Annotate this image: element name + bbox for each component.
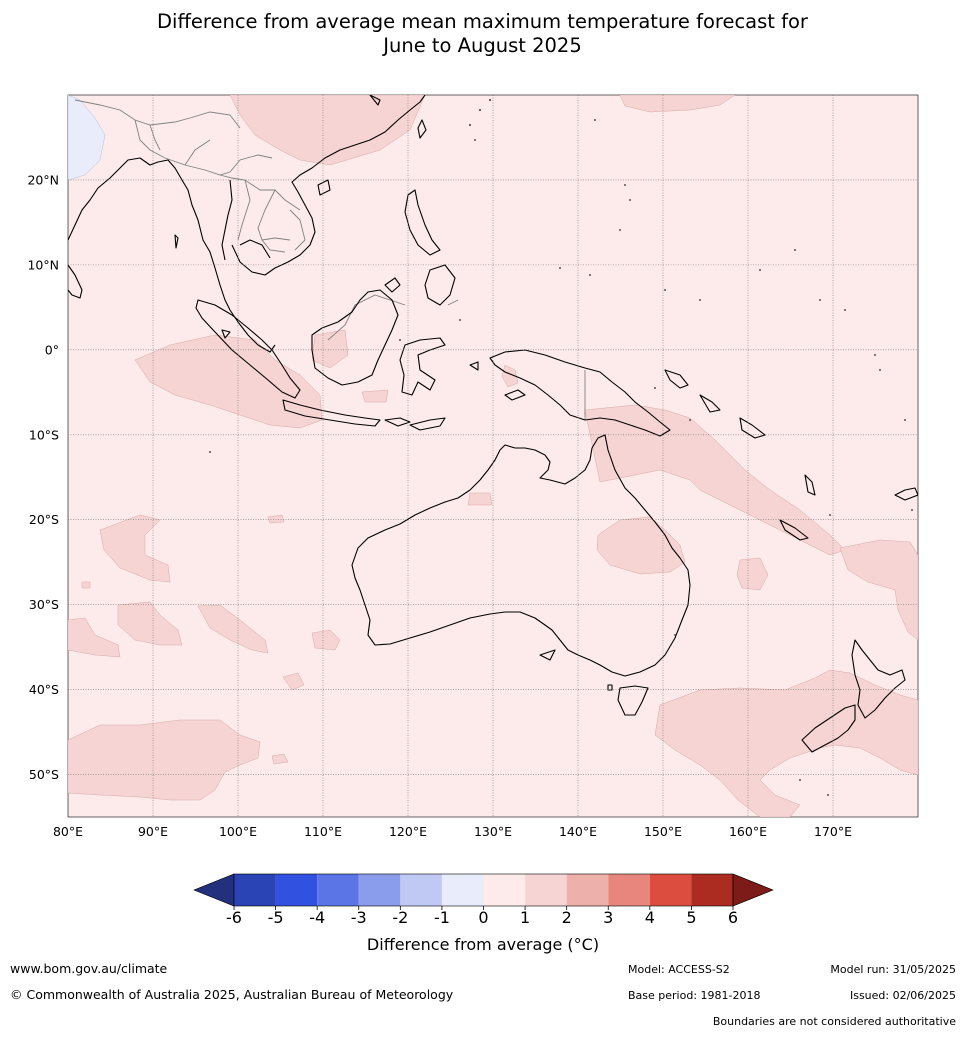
new-zealand-south-island bbox=[801, 704, 856, 753]
colorbar-high-extension bbox=[732, 873, 774, 907]
title-line-1: Difference from average mean maximum tem… bbox=[157, 10, 808, 33]
lat-tick-label-3: 10°S bbox=[29, 427, 59, 442]
longitude-axis: 80°E 90°E 100°E 110°E 120°E 130°E 140°E 150°E 16… bbox=[53, 824, 852, 839]
lat-tick-label-2: 0° bbox=[45, 342, 59, 357]
latitude-axis: 20°N 10°N 0° 10°S 20°S 30°S 40°S 50°S bbox=[27, 172, 59, 782]
colorbar-swatch-0 bbox=[234, 874, 276, 906]
small-islands bbox=[209, 98, 913, 796]
colorbar-swatch-8 bbox=[566, 874, 609, 906]
colorbar-tick-label-1: -5 bbox=[268, 908, 284, 927]
map-title: Difference from average mean maximum tem… bbox=[0, 10, 965, 58]
colorbar-swatch-10 bbox=[649, 874, 692, 906]
issued-date: Issued: 02/06/2025 bbox=[849, 989, 956, 1002]
colorbar-tick-label-4: -2 bbox=[392, 908, 408, 927]
anomaly-region-neg1-to-0 bbox=[68, 95, 106, 181]
lat-tick-label-1: 10°N bbox=[27, 257, 59, 272]
colorbar-swatch-4 bbox=[400, 874, 442, 906]
lon-tick-label-1: 90°E bbox=[138, 824, 168, 839]
lon-tick-label-8: 160°E bbox=[729, 824, 767, 839]
colorbar-swatch-5 bbox=[441, 874, 484, 906]
colorbar-swatch-7 bbox=[525, 874, 567, 906]
lon-tick-label-7: 150°E bbox=[644, 824, 682, 839]
lon-tick-label-4: 120°E bbox=[389, 824, 427, 839]
coastlines bbox=[68, 95, 918, 753]
colorbar-tick-label-12: 6 bbox=[728, 908, 738, 927]
colorbar-swatch-3 bbox=[358, 874, 401, 906]
base-period: Base period: 1981-2018 bbox=[628, 989, 761, 1002]
colorbar-label: Difference from average (°C) bbox=[367, 935, 599, 954]
colorbar-tick-label-10: 4 bbox=[645, 908, 655, 927]
model-run-date: Model run: 31/05/2025 bbox=[830, 963, 956, 976]
colorbar-tick-label-0: -6 bbox=[226, 908, 242, 927]
lat-tick-label-4: 20°S bbox=[29, 512, 59, 527]
lat-tick-label-0: 20°N bbox=[27, 172, 59, 187]
colorbar-tick-label-5: -1 bbox=[434, 908, 450, 927]
lat-tick-label-7: 50°S bbox=[29, 767, 59, 782]
colorbar-tick-label-9: 3 bbox=[603, 908, 613, 927]
colorbar: -6 -5 -4 -3 -2 -1 0 1 2 3 4 5 6 bbox=[193, 873, 774, 927]
colorbar-swatch-2 bbox=[317, 874, 359, 906]
colorbar-tick-label-3: -3 bbox=[351, 908, 367, 927]
copyright-text: © Commonwealth of Australia 2025, Austra… bbox=[10, 987, 454, 1002]
lat-tick-label-5: 30°S bbox=[29, 597, 59, 612]
colorbar-tick-label-2: -4 bbox=[309, 908, 325, 927]
colorbar-swatch-6 bbox=[483, 874, 526, 906]
colorbar-swatch-1 bbox=[275, 874, 318, 906]
anomaly-regions-1-to-2 bbox=[68, 95, 918, 817]
title-line-2: June to August 2025 bbox=[383, 34, 582, 57]
colorbar-low-extension bbox=[193, 873, 235, 907]
lon-tick-label-0: 80°E bbox=[53, 824, 83, 839]
colorbar-tick-label-6: 0 bbox=[478, 908, 488, 927]
lon-tick-label-5: 130°E bbox=[474, 824, 512, 839]
colorbar-tick-label-11: 5 bbox=[686, 908, 696, 927]
lat-tick-label-6: 40°S bbox=[29, 682, 59, 697]
lon-tick-label-3: 110°E bbox=[304, 824, 342, 839]
lon-tick-label-6: 140°E bbox=[559, 824, 597, 839]
colorbar-tick-label-8: 2 bbox=[562, 908, 572, 927]
australia-coast bbox=[351, 434, 691, 677]
colorbar-swatch-9 bbox=[608, 874, 650, 906]
lon-tick-label-9: 170°E bbox=[814, 824, 852, 839]
colorbar-tick-label-7: 1 bbox=[520, 908, 530, 927]
new-zealand-north-island bbox=[851, 639, 906, 719]
graticule-lines bbox=[68, 95, 918, 817]
lon-tick-label-2: 100°E bbox=[219, 824, 257, 839]
colorbar-swatch-11 bbox=[691, 874, 733, 906]
model-name: Model: ACCESS-S2 bbox=[628, 963, 730, 976]
website-link[interactable]: www.bom.gov.au/climate bbox=[10, 961, 168, 976]
boundary-disclaimer: Boundaries are not considered authoritat… bbox=[712, 1015, 956, 1028]
